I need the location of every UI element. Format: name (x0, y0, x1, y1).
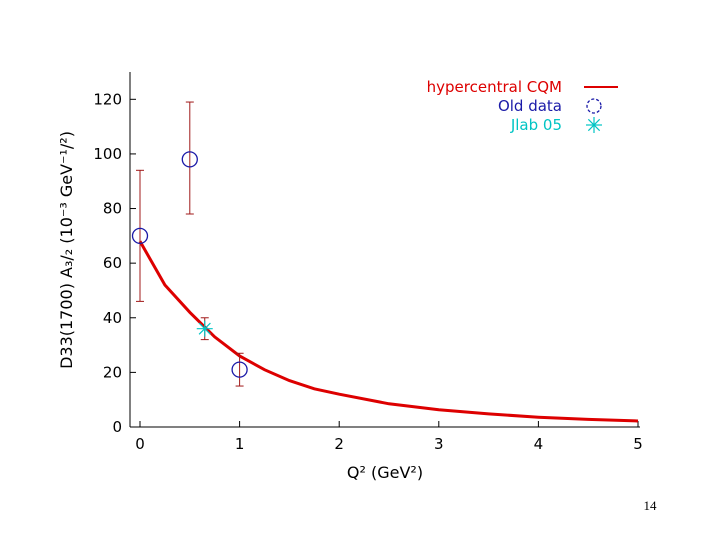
y-tick-label-3: 60 (103, 254, 122, 272)
y-axis-title: D33(1700) A₃/₂ (10⁻³ GeV⁻¹/²) (57, 131, 76, 369)
x-tick-label-3: 3 (434, 435, 444, 453)
curve-layer (140, 241, 638, 421)
legend-label-1: Old data (498, 97, 562, 115)
x-tick-label-1: 1 (235, 435, 245, 453)
slide-number: 14 (630, 498, 670, 514)
legend-label-0: hypercentral CQM (427, 78, 562, 96)
y-tick-label-4: 80 (103, 200, 122, 218)
x-axis-title: Q² (GeV²) (347, 463, 423, 482)
points-layer (133, 102, 248, 386)
y-tick-label-0: 0 (112, 418, 122, 436)
y-tick-label-5: 100 (93, 145, 122, 163)
x-tick-label-0: 0 (135, 435, 145, 453)
series-2-point-0-marker (197, 321, 213, 337)
series-line-0 (140, 241, 638, 421)
legend-swatch-2 (586, 117, 602, 133)
legend-swatch-1 (587, 99, 601, 113)
x-tick-label-5: 5 (633, 435, 643, 453)
x-tick-label-4: 4 (534, 435, 544, 453)
y-tick-label-1: 20 (103, 363, 122, 381)
y-tick-label-6: 120 (93, 90, 122, 108)
axes (130, 72, 640, 427)
legend-label-2: Jlab 05 (510, 116, 562, 134)
y-tick-label-2: 40 (103, 309, 122, 327)
x-tick-label-2: 2 (334, 435, 344, 453)
